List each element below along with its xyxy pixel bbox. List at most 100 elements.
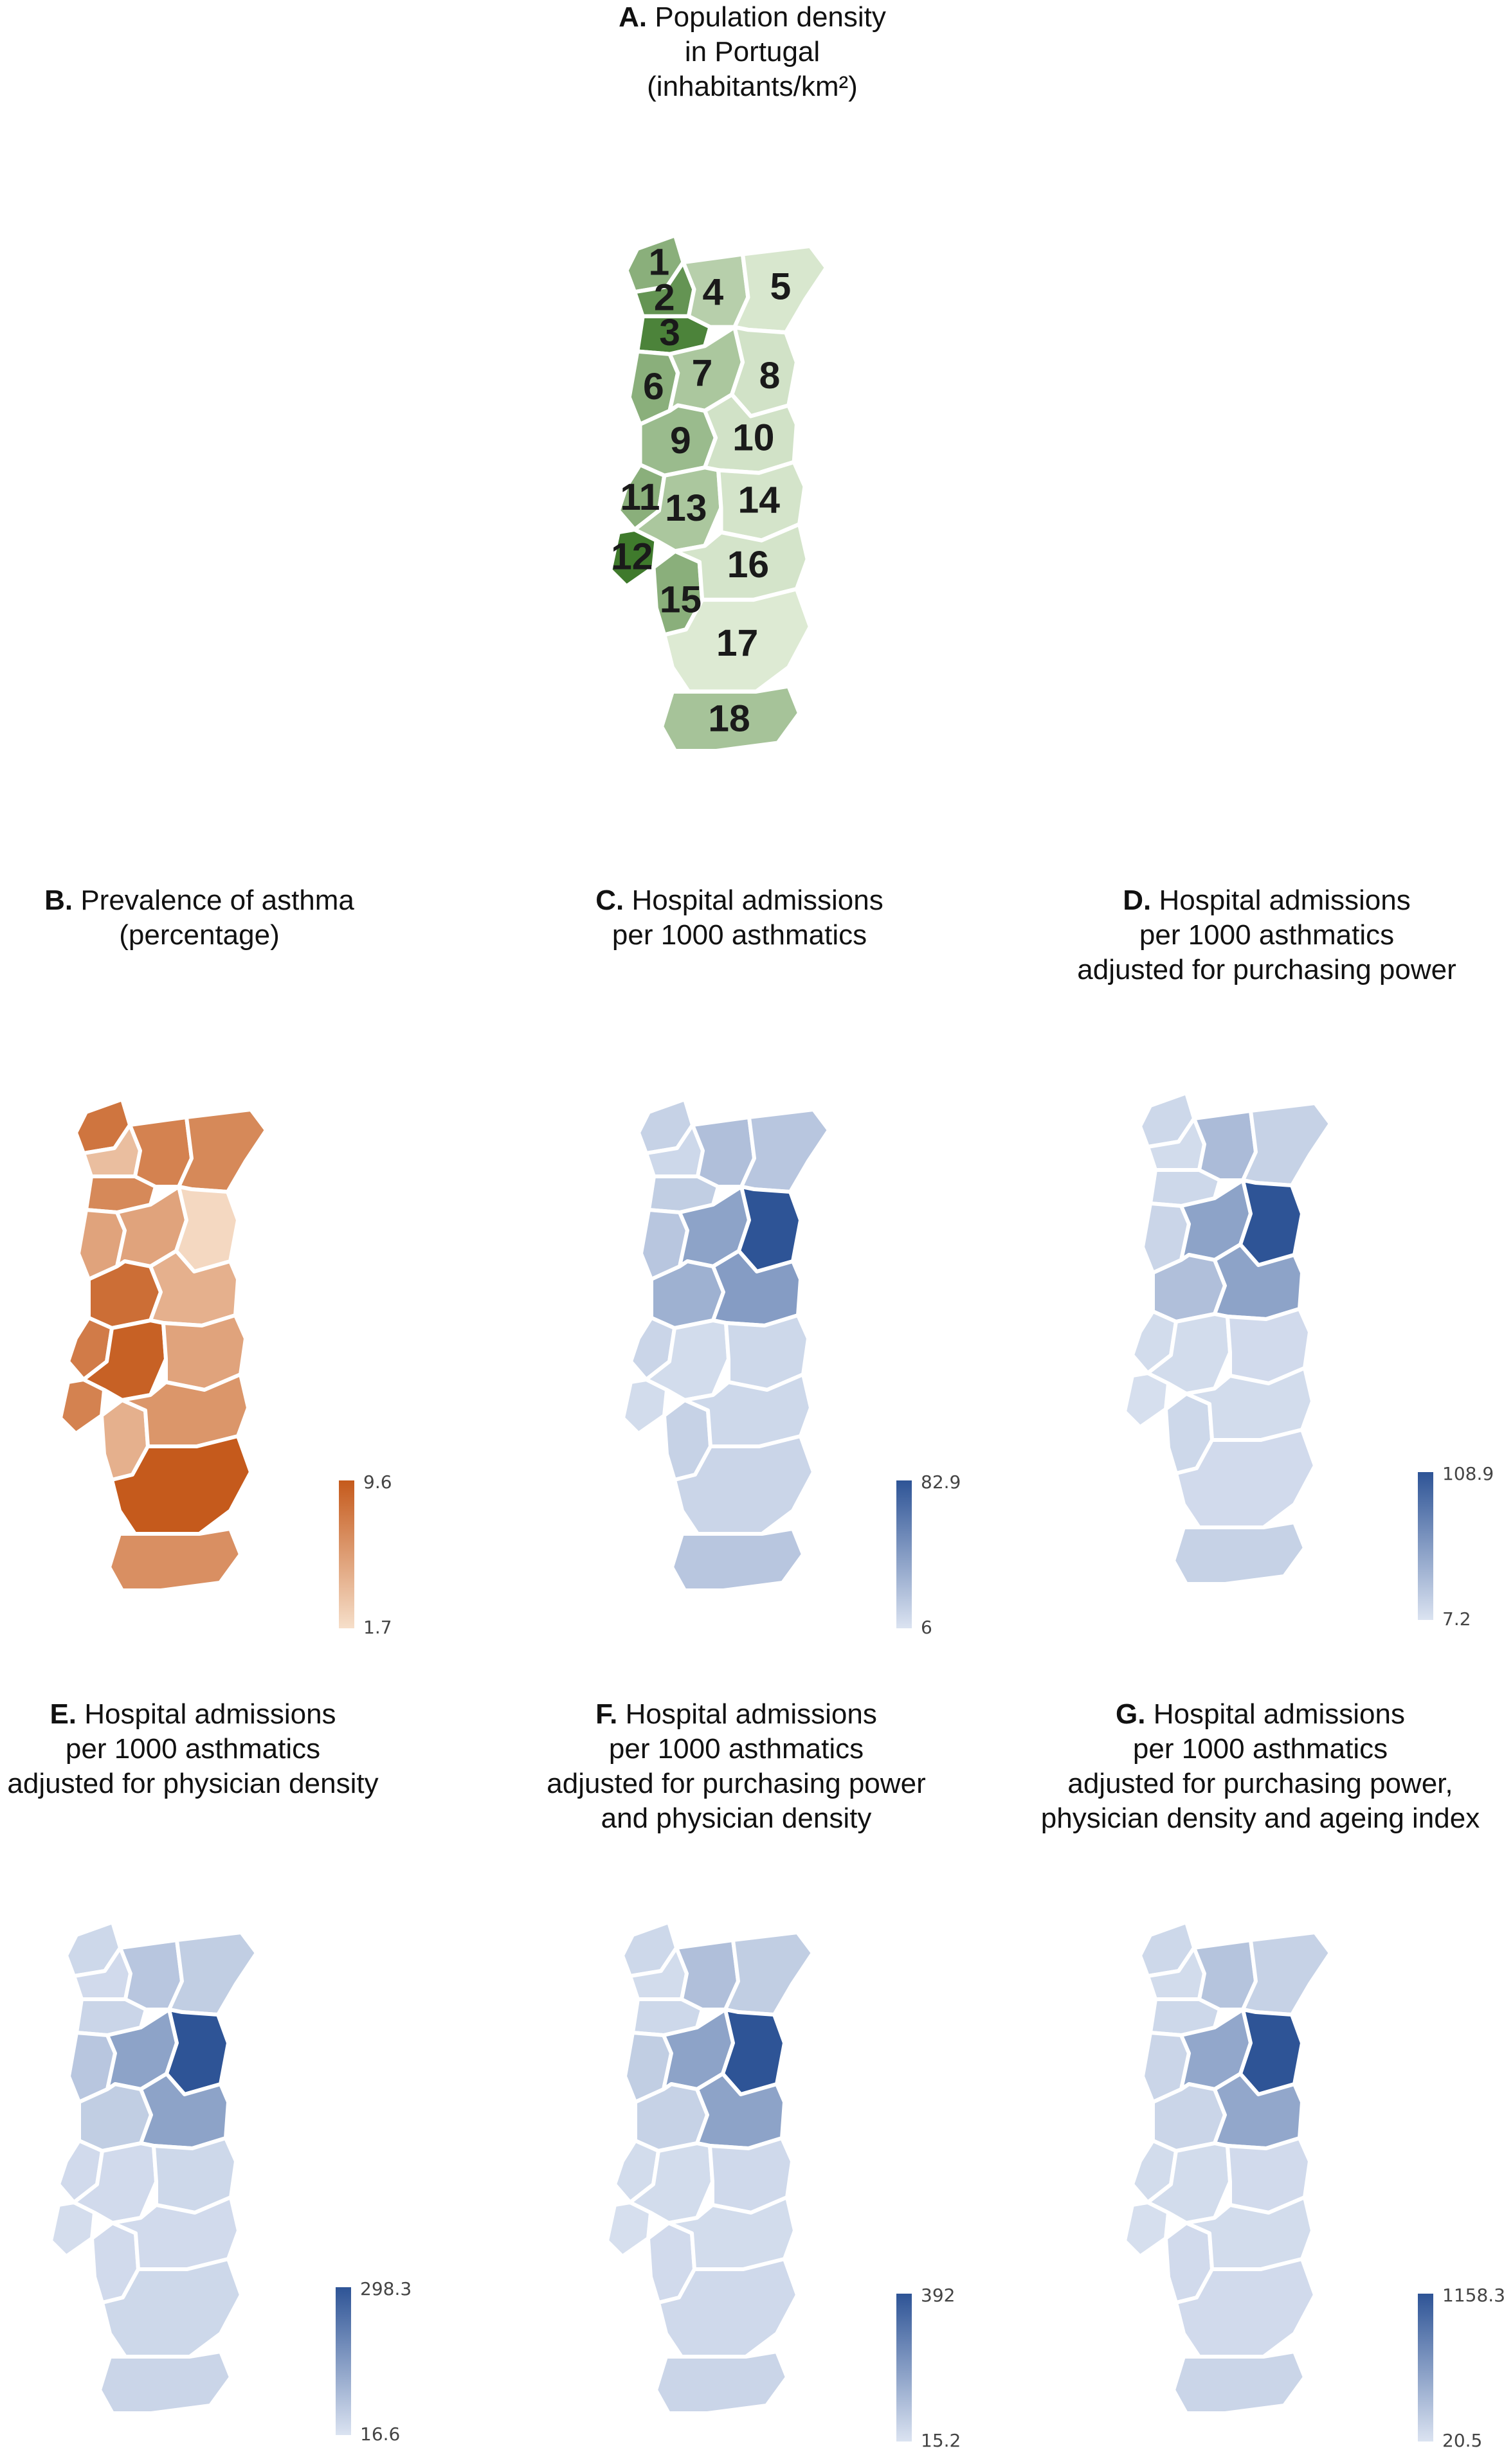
panel-title-line: (percentage) bbox=[119, 919, 280, 951]
district-region-17 bbox=[673, 1434, 815, 1536]
district-number-label: 14 bbox=[738, 479, 781, 521]
panel-letter: A. bbox=[619, 1, 648, 33]
panel-title-line: and physician density bbox=[601, 1803, 872, 1834]
district-region-5 bbox=[723, 1930, 815, 2017]
district-number-label: 7 bbox=[692, 352, 713, 394]
legend-gradient-bar bbox=[896, 2294, 912, 2442]
panel-letter: D. bbox=[1123, 885, 1152, 916]
panel-title-line: per 1000 asthmatics bbox=[1139, 919, 1395, 951]
panel-title-line: Hospital admissions bbox=[1153, 1698, 1405, 1730]
legend-max-label: 82.9 bbox=[921, 1471, 961, 1493]
panel-title-C: C. Hospital admissions per 1000 asthmati… bbox=[579, 883, 900, 953]
map-B-asthma-prevalence bbox=[59, 1097, 268, 1592]
panel-title-line: Hospital admissions bbox=[84, 1698, 336, 1730]
district-number-label: 13 bbox=[665, 487, 707, 529]
map-C-hospital-admissions bbox=[621, 1097, 831, 1592]
district-number-label: 9 bbox=[670, 420, 691, 462]
district-region-18 bbox=[1172, 1520, 1307, 1586]
panel-title-line: per 1000 asthmatics bbox=[612, 919, 867, 951]
district-number-label: 11 bbox=[620, 476, 660, 518]
map-D-admissions-purchasing-power bbox=[1123, 1091, 1332, 1586]
panel-title-G: G. Hospital admissions per 1000 asthmati… bbox=[1022, 1697, 1498, 1836]
panel-title-line: per 1000 asthmatics bbox=[65, 1733, 321, 1765]
legend-gradient-bar bbox=[896, 1480, 912, 1628]
panel-title-line: adjusted for purchasing power, bbox=[1067, 1768, 1453, 1799]
panel-letter: G. bbox=[1116, 1698, 1146, 1730]
map-F-admissions-pp-physician bbox=[605, 1920, 815, 2415]
district-region-17 bbox=[1174, 2257, 1317, 2359]
panel-title-line: adjusted for physician density bbox=[7, 1768, 379, 1799]
district-number-label: 1 bbox=[648, 242, 669, 283]
panel-title-line: Hospital admissions bbox=[625, 1698, 877, 1730]
district-region-17 bbox=[657, 2257, 799, 2359]
district-region-16 bbox=[673, 522, 810, 602]
legend-gradient-bar bbox=[1418, 1472, 1433, 1620]
district-region-5 bbox=[1241, 1101, 1332, 1187]
district-number-label: 8 bbox=[759, 355, 781, 397]
district-region-18 bbox=[98, 2350, 233, 2415]
district-region-17 bbox=[100, 2257, 243, 2359]
panel-title-line: in Portugal bbox=[684, 36, 820, 67]
legend-gradient-bar bbox=[339, 1480, 354, 1628]
district-region-16 bbox=[667, 2195, 797, 2271]
district-region-16 bbox=[683, 1372, 813, 1448]
district-region-18 bbox=[1172, 2350, 1307, 2415]
panel-letter: C. bbox=[595, 885, 624, 916]
legend-min-label: 20.5 bbox=[1442, 2430, 1483, 2451]
district-region-5 bbox=[1241, 1930, 1332, 2017]
panel-title-A: A. Population density in Portugal (inhab… bbox=[592, 0, 913, 104]
panel-title-line: Prevalence of asthma bbox=[80, 885, 354, 916]
panel-title-line: adjusted for purchasing power bbox=[1077, 954, 1456, 985]
legend-max-label: 1158.3 bbox=[1442, 2285, 1504, 2306]
district-number-label: 2 bbox=[654, 276, 675, 318]
panel-letter: E. bbox=[50, 1698, 77, 1730]
panel-title-D: D. Hospital admissions per 1000 asthmati… bbox=[1042, 883, 1492, 987]
map-E-admissions-physician-density bbox=[49, 1920, 258, 2415]
legend-min-label: 15.2 bbox=[921, 2430, 961, 2451]
district-number-label: 17 bbox=[716, 622, 758, 664]
district-number-label: 3 bbox=[659, 312, 680, 354]
district-region-17 bbox=[110, 1434, 253, 1536]
panel-title-line: Hospital admissions bbox=[1159, 885, 1411, 916]
legend-min-label: 16.6 bbox=[360, 2424, 401, 2445]
panel-title-line: per 1000 asthmatics bbox=[608, 1733, 864, 1765]
district-region-18 bbox=[659, 684, 802, 753]
panel-title-B: B. Prevalence of asthma (percentage) bbox=[39, 883, 360, 953]
panel-title-line: adjusted for purchasing power bbox=[547, 1768, 926, 1799]
district-number-label: 18 bbox=[708, 698, 750, 740]
district-region-5 bbox=[167, 1930, 258, 2017]
legend-max-label: 298.3 bbox=[360, 2278, 412, 2299]
district-region-16 bbox=[1184, 1366, 1314, 1442]
panel-title-line: Population density bbox=[655, 1, 886, 33]
district-region-18 bbox=[670, 1527, 805, 1592]
panel-title-F: F. Hospital admissions per 1000 asthmati… bbox=[527, 1697, 945, 1836]
panel-title-line: Hospital admissions bbox=[631, 885, 883, 916]
panel-title-line: physician density and ageing index bbox=[1040, 1803, 1480, 1834]
district-region-18 bbox=[107, 1527, 242, 1592]
panel-letter: B. bbox=[44, 885, 73, 916]
district-region-5 bbox=[739, 1108, 831, 1194]
panel-title-E: E. Hospital admissions per 1000 asthmati… bbox=[0, 1697, 386, 1801]
legend-min-label: 1.7 bbox=[363, 1617, 392, 1638]
district-number-label: 4 bbox=[702, 271, 723, 313]
map-G-admissions-pp-physician-ageing bbox=[1123, 1920, 1332, 2415]
legend-gradient-bar bbox=[336, 2287, 351, 2435]
legend-max-label: 108.9 bbox=[1442, 1463, 1494, 1484]
district-number-label: 15 bbox=[660, 579, 702, 621]
district-number-label: 6 bbox=[643, 366, 664, 408]
district-region-16 bbox=[120, 1372, 250, 1448]
district-number-label: 10 bbox=[732, 417, 774, 459]
legend-min-label: 7.2 bbox=[1442, 1608, 1471, 1630]
district-region-17 bbox=[662, 587, 813, 694]
district-region-18 bbox=[654, 2350, 789, 2415]
district-number-label: 12 bbox=[611, 536, 653, 578]
district-region-5 bbox=[177, 1108, 268, 1194]
district-number-label: 5 bbox=[770, 266, 791, 308]
legend-min-label: 6 bbox=[921, 1617, 932, 1638]
panel-title-line: per 1000 asthmatics bbox=[1132, 1733, 1388, 1765]
panel-title-line: (inhabitants/km²) bbox=[647, 71, 858, 102]
legend-gradient-bar bbox=[1418, 2294, 1433, 2442]
district-region-17 bbox=[1174, 1428, 1317, 1529]
legend-max-label: 9.6 bbox=[363, 1471, 392, 1493]
